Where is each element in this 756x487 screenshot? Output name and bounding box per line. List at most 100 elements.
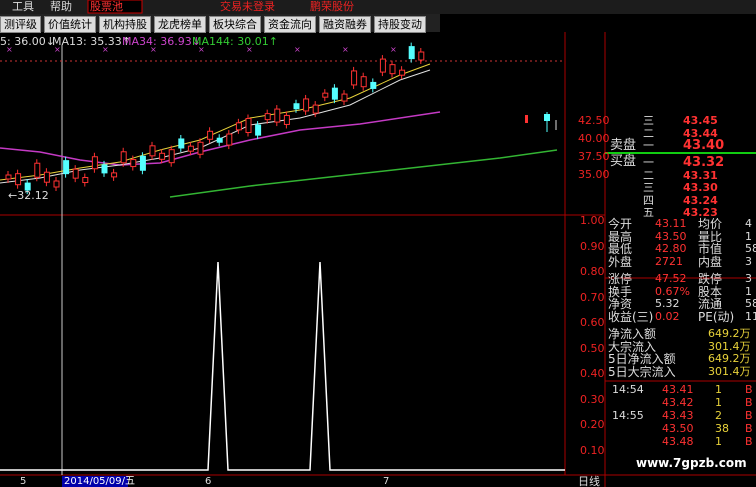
- tick-side: B: [745, 435, 753, 448]
- candle: [53, 180, 60, 188]
- period-label: 日线: [578, 475, 600, 487]
- marker: ×: [6, 45, 13, 54]
- stat-value: 2721: [655, 255, 683, 269]
- candle: [15, 173, 22, 186]
- indicator-axis-label: 0.50: [580, 341, 605, 355]
- marker: ×: [294, 45, 301, 54]
- candle: [370, 81, 377, 89]
- candle: [245, 118, 252, 134]
- tab[interactable]: 龙虎榜单: [154, 16, 206, 33]
- ma-label: MA144: 30.01↑: [192, 35, 278, 48]
- stat-value: 1: [745, 229, 752, 243]
- tab[interactable]: 持股变动: [374, 16, 426, 33]
- price-axis-label: 42.50: [578, 114, 610, 127]
- indicator-axis-label: 0.10: [580, 443, 605, 457]
- date-label: 6: [205, 476, 212, 487]
- candle: [43, 171, 50, 183]
- level: 一: [643, 156, 654, 169]
- stat-value: 42.80: [655, 242, 687, 256]
- candle: [24, 182, 31, 191]
- status-text: 交易未登录: [220, 0, 275, 13]
- marker: ×: [246, 45, 253, 54]
- stat-label: 内盘: [698, 255, 723, 270]
- candle: [226, 133, 233, 146]
- indicator-axis-label: 0.80: [580, 265, 605, 278]
- candle: [525, 115, 528, 123]
- candle: [149, 145, 156, 157]
- indicator-axis-label: 0.30: [580, 392, 605, 406]
- stat-value: 4: [745, 217, 752, 230]
- flow-label: 净流入额: [608, 327, 657, 341]
- buy-price: 43.24: [683, 193, 718, 207]
- candle: [283, 114, 290, 125]
- stat-value: 47.52: [655, 271, 687, 285]
- tick-side: B: [745, 383, 753, 396]
- indicator-axis-label: 1.00: [580, 214, 605, 227]
- candle: [389, 64, 396, 75]
- tab[interactable]: 资金流向: [264, 16, 316, 33]
- buy-label: 买盘: [610, 154, 637, 169]
- indicator-axis-label: 0.70: [580, 290, 605, 304]
- tab[interactable]: 板块综合: [209, 16, 261, 33]
- indicator-axis-label: 0.40: [580, 367, 605, 380]
- tab[interactable]: 测评级: [0, 16, 41, 33]
- tab[interactable]: 价值统计: [44, 16, 96, 33]
- candle: [255, 124, 262, 136]
- sell-price: 43.45: [683, 114, 718, 127]
- tab[interactable]: 机构持股: [99, 16, 151, 33]
- stat-label: PE(动): [698, 309, 735, 324]
- price-axis-label: 35.00: [578, 168, 610, 181]
- menu-item[interactable]: 帮助: [50, 0, 72, 13]
- stat-value: 0.67%: [655, 284, 690, 298]
- tab[interactable]: 融资融券: [319, 16, 371, 33]
- flow-label: 5日大宗流入: [608, 365, 676, 380]
- sell-price: 43.40: [683, 138, 725, 153]
- level: 三: [643, 114, 654, 127]
- stat-value: 43.11: [655, 217, 687, 230]
- ma34-line: [0, 111, 441, 166]
- candle: [120, 151, 127, 164]
- marker: ×: [54, 45, 61, 54]
- tick-volume: 1: [715, 435, 722, 448]
- tick-price: 43.41: [662, 383, 694, 396]
- tick-time: 14:54: [612, 383, 644, 396]
- pool-box: [87, 0, 143, 14]
- tick-price: 43.43: [662, 409, 694, 422]
- candle: [168, 149, 175, 164]
- stat-label: 涨停: [608, 271, 633, 286]
- candle: [312, 104, 319, 114]
- candle: [341, 93, 348, 102]
- candle: [264, 113, 271, 121]
- candle: [408, 46, 415, 60]
- date-label: 7: [383, 476, 390, 487]
- candle: [216, 137, 223, 143]
- buy-price: 43.30: [683, 181, 718, 194]
- stat-value: 5.32: [655, 297, 680, 311]
- indicator-axis-label: 0.20: [580, 418, 605, 431]
- stat-value: 58: [745, 297, 756, 311]
- level: 二: [643, 168, 654, 182]
- tick-side: B: [745, 396, 753, 409]
- stat-value: 11: [745, 309, 756, 323]
- candle: [293, 103, 300, 110]
- stat-value: 3: [745, 255, 752, 269]
- tick-volume: 1: [715, 396, 722, 409]
- level: 三: [643, 181, 654, 194]
- candle: [72, 168, 79, 179]
- menu-bar: [0, 0, 756, 14]
- menu-item[interactable]: 工具: [12, 0, 34, 13]
- tick-volume: 1: [715, 383, 722, 396]
- candle: [399, 69, 406, 76]
- stat-value: 1: [745, 284, 752, 298]
- stat-label: 收益(三): [608, 309, 654, 324]
- candle: [5, 174, 12, 180]
- stat-label: 外盘: [608, 255, 633, 270]
- menu-item[interactable]: 股票池: [90, 0, 123, 13]
- stat-label: 市值: [698, 242, 723, 257]
- candle: [159, 152, 166, 160]
- candle: [274, 108, 281, 123]
- buy-price: 43.31: [683, 168, 718, 182]
- stat-label: 净资: [608, 297, 633, 312]
- stat-label: 今开: [608, 217, 633, 231]
